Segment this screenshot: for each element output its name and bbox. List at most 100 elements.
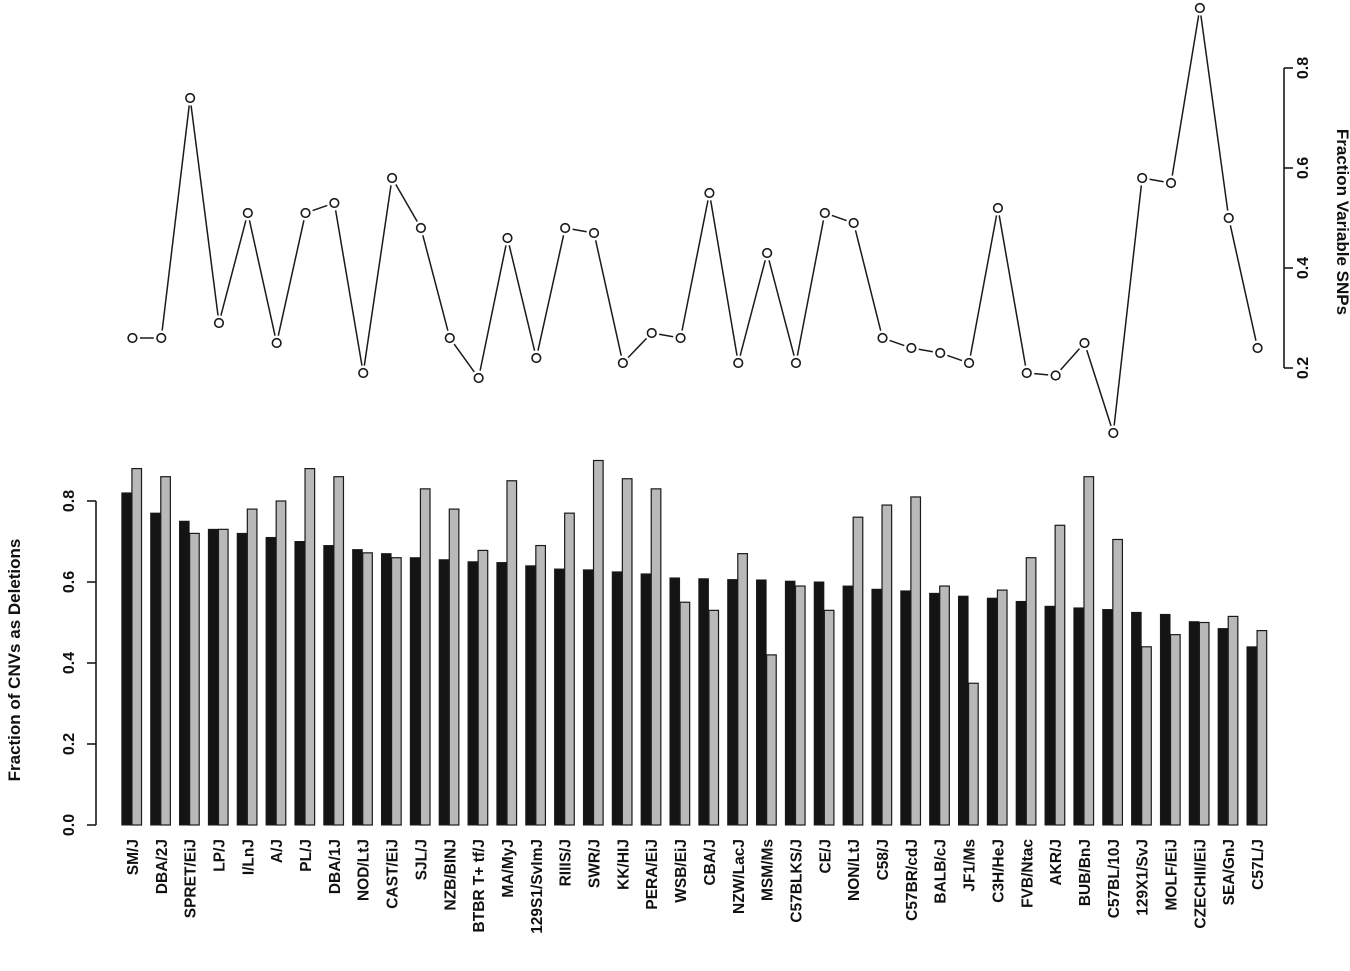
strain-label: 129X1/SvJ	[1135, 839, 1152, 916]
snp-point	[877, 332, 888, 344]
strain-label: SWR/J	[587, 839, 604, 888]
bar-deletions-dark	[179, 520, 190, 826]
bar-deletions-dark	[582, 569, 594, 826]
snp-line-segment	[1034, 372, 1049, 376]
snp-right-axis: 0.2 0.4 0.6 0.8	[1283, 57, 1312, 379]
bar-deletions-light	[1112, 538, 1124, 826]
strain-label: SM/J	[125, 839, 142, 875]
snp-line-segment	[658, 333, 674, 338]
strain-label: LP/J	[211, 839, 228, 872]
snp-point	[531, 352, 542, 364]
snp-line-segment	[1086, 349, 1112, 427]
strain-label: MSM/Ms	[760, 839, 777, 901]
snp-line-segment	[248, 220, 276, 336]
snp-point	[992, 202, 1004, 214]
snp-line-segment	[1060, 348, 1081, 371]
strain-label: NZW/LacJ	[731, 839, 748, 914]
snp-point	[1021, 367, 1032, 379]
snp-point	[935, 347, 946, 359]
strain-label: BTBR T+ tf/J	[471, 839, 488, 932]
bar-deletions-light	[217, 528, 229, 826]
snp-line-segment	[947, 354, 963, 362]
bar-deletions-light	[794, 585, 806, 826]
snp-line-segment	[1200, 15, 1229, 211]
bar-deletions-light	[333, 476, 345, 826]
snp-line-segment	[969, 215, 998, 356]
snp-line-segment	[190, 105, 219, 316]
snp-point	[1194, 2, 1205, 14]
bar-deletions-dark	[1015, 600, 1027, 826]
snp-point	[185, 92, 196, 104]
strain-label: AKR/J	[1048, 839, 1065, 886]
snp-point	[848, 217, 859, 229]
snp-point	[819, 207, 830, 219]
snp-line-segment	[537, 235, 565, 351]
snp-point	[762, 247, 773, 259]
snp-line-chart	[127, 2, 1263, 439]
strain-label: C57BR/cdJ	[904, 839, 921, 921]
bar-deletions-dark	[409, 557, 421, 826]
bar-deletions-light	[304, 468, 316, 826]
bar-deletions-dark	[525, 565, 536, 826]
cnv-left-axis: 0.0 0.2 0.4 0.6 0.8	[61, 490, 97, 836]
strain-label: SPRET/EiJ	[183, 839, 200, 918]
snp-point	[329, 197, 340, 209]
bar-deletions-light	[621, 478, 633, 826]
bar-deletions-dark	[1102, 609, 1113, 826]
bar-deletions-dark	[1159, 613, 1171, 826]
snp-point	[300, 207, 311, 219]
strain-label: C57L/J	[1250, 839, 1267, 890]
snp-line-segment	[889, 339, 905, 347]
strain-label: DBA/1J	[327, 839, 344, 894]
snp-line-segment	[453, 343, 475, 373]
strain-label: C57BL/10J	[1106, 839, 1123, 918]
snp-line-segment	[508, 245, 536, 351]
snp-point	[617, 357, 628, 369]
snp-point	[963, 357, 975, 369]
bar-deletions-dark	[986, 597, 998, 826]
bar-deletions-dark	[207, 528, 219, 826]
snp-line-segment	[395, 184, 418, 222]
snp-point	[675, 332, 686, 344]
right-axis-tick-label: 0.8	[1295, 57, 1312, 79]
bar-deletions-dark	[294, 541, 306, 826]
bar-deletions-dark	[380, 553, 392, 826]
snp-line-segment	[1229, 225, 1257, 341]
snp-line-segment	[363, 185, 392, 366]
right-axis-tick-label: 0.4	[1295, 257, 1312, 279]
bar-deletions-dark	[871, 588, 883, 826]
bar-deletions-dark	[1073, 607, 1084, 826]
bar-deletions-light	[1054, 524, 1066, 826]
left-axis-tick-label: 0.0	[61, 814, 78, 836]
bar-deletions-dark	[1044, 605, 1056, 826]
bar-deletions-dark	[611, 571, 623, 826]
snp-line-segment	[572, 228, 587, 233]
snp-point	[502, 232, 513, 244]
bar-deletions-light	[1227, 615, 1239, 826]
snp-line-segment	[627, 337, 648, 359]
strain-label: SJL/J	[413, 839, 430, 880]
snp-line-segment	[831, 214, 847, 222]
bar-deletions-light	[189, 532, 200, 826]
bar-deletions-dark	[150, 512, 161, 826]
snp-point	[560, 222, 571, 234]
strain-label: NZB/BINJ	[442, 839, 459, 910]
strain-label: BUB/BnJ	[1077, 839, 1094, 906]
snp-line-segment	[796, 220, 825, 356]
snp-point	[213, 317, 225, 329]
bar-deletions-light	[448, 508, 460, 826]
snp-line-segment	[312, 204, 328, 212]
strain-label: CBA/J	[702, 839, 719, 886]
bar-deletions-dark	[352, 549, 363, 826]
bar-deletions-light	[160, 476, 171, 826]
strain-label: JF1/Ms	[962, 839, 979, 892]
left-axis-tick-label: 0.8	[61, 490, 78, 512]
bar-deletions-dark	[265, 536, 277, 826]
snp-point	[415, 222, 427, 234]
strain-label: BALB/cJ	[933, 839, 950, 904]
snp-point	[156, 332, 167, 344]
bar-deletions-light	[1169, 634, 1181, 826]
bar-deletions-light	[996, 589, 1008, 826]
bar-deletions-dark	[554, 568, 565, 826]
bar-deletions-light	[477, 549, 489, 826]
